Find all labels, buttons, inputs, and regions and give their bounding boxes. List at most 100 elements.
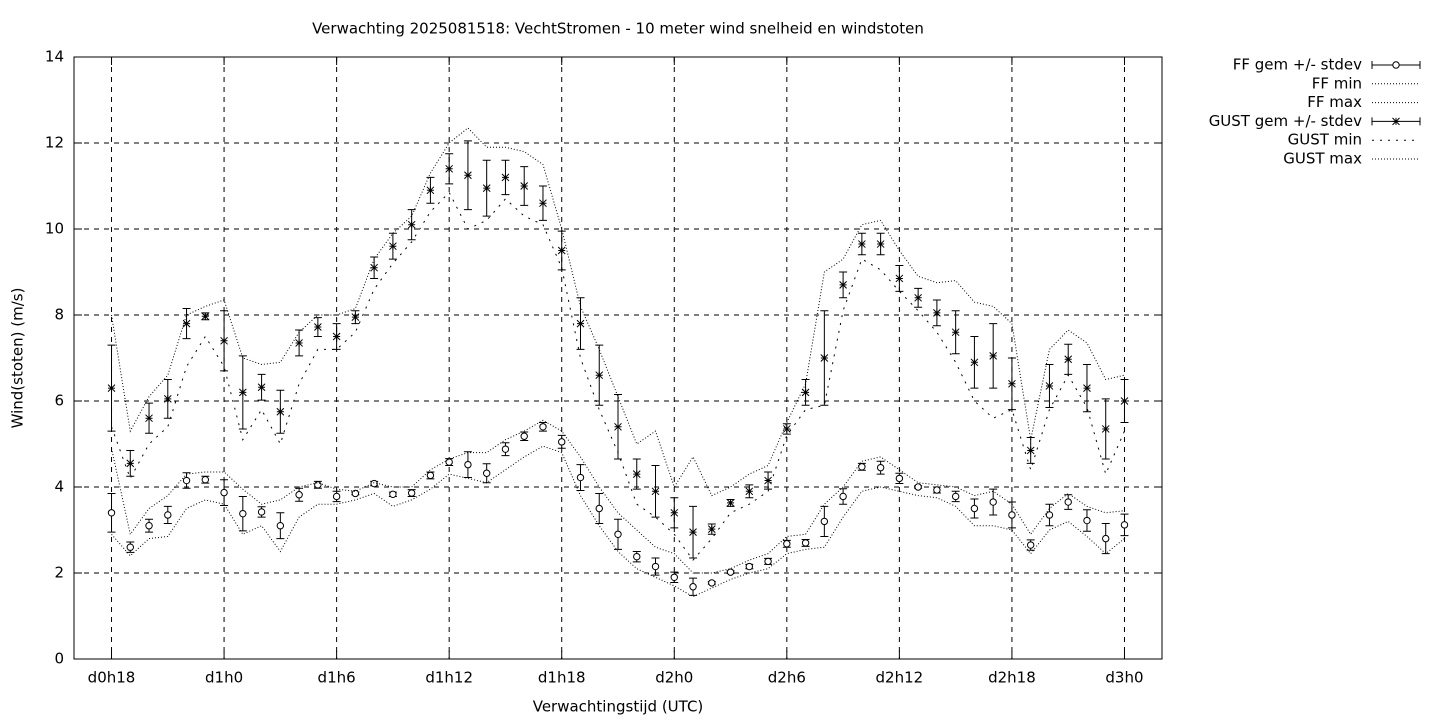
- marker: [201, 312, 210, 321]
- marker: [501, 173, 510, 182]
- marker: [445, 458, 453, 466]
- marker: [182, 476, 191, 485]
- marker: [839, 492, 847, 501]
- marker: [670, 508, 679, 517]
- marker: [464, 460, 472, 469]
- marker: [1064, 498, 1072, 506]
- marker: [820, 517, 829, 526]
- marker: [651, 562, 660, 571]
- marker: [876, 240, 885, 248]
- y-tick-label: 14: [45, 48, 64, 66]
- marker: [1102, 534, 1110, 543]
- marker: [783, 540, 791, 548]
- chart-title: Verwachting 2025081518: VechtStromen - 1…: [312, 20, 924, 38]
- marker: [126, 543, 134, 551]
- marker: [614, 530, 622, 538]
- legend-marker: [1392, 117, 1400, 126]
- marker: [1083, 516, 1091, 525]
- marker: [1101, 425, 1110, 433]
- legend-label: GUST max: [1283, 150, 1362, 168]
- x-tick-label: d2h18: [988, 669, 1036, 687]
- marker: [389, 242, 397, 251]
- marker: [558, 438, 566, 446]
- y-tick-label: 4: [54, 478, 64, 496]
- legend-label: FF gem +/- stdev: [1233, 56, 1362, 74]
- y-tick-label: 0: [54, 650, 64, 668]
- marker: [989, 351, 998, 360]
- marker: [220, 488, 228, 497]
- marker: [595, 504, 603, 513]
- y-tick-label: 6: [54, 392, 64, 410]
- marker: [426, 186, 435, 195]
- marker: [539, 199, 547, 208]
- marker: [539, 423, 547, 431]
- marker: [651, 487, 660, 496]
- marker: [708, 579, 716, 587]
- marker: [1120, 521, 1129, 529]
- marker: [820, 354, 829, 362]
- x-tick-label: d2h12: [876, 669, 924, 687]
- y-tick-label: 10: [45, 220, 64, 238]
- y-tick-label: 12: [45, 134, 64, 152]
- marker: [426, 471, 435, 480]
- marker: [801, 388, 810, 397]
- marker: [576, 473, 585, 482]
- marker: [895, 474, 904, 483]
- marker: [295, 491, 303, 499]
- marker: [1064, 355, 1073, 364]
- x-tick-label: d2h6: [768, 669, 806, 687]
- marker: [970, 358, 979, 367]
- y-tick-label: 2: [54, 564, 64, 582]
- marker: [314, 481, 322, 489]
- marker: [276, 522, 285, 530]
- marker: [632, 470, 641, 478]
- marker: [726, 568, 735, 576]
- marker: [1008, 379, 1016, 388]
- series-line: [111, 445, 1125, 598]
- marker: [782, 425, 791, 433]
- legend-label: GUST gem +/- stdev: [1209, 112, 1362, 130]
- marker: [933, 486, 941, 494]
- marker: [182, 319, 191, 328]
- marker: [745, 487, 754, 496]
- marker: [801, 539, 810, 547]
- marker: [107, 384, 116, 392]
- marker: [764, 557, 772, 566]
- legend-label: FF max: [1307, 93, 1362, 111]
- marker: [764, 476, 772, 485]
- marker: [145, 522, 153, 530]
- marker: [107, 509, 116, 517]
- x-axis-label: Verwachtingstijd (UTC): [533, 698, 704, 716]
- marker: [520, 432, 528, 440]
- marker: [370, 479, 378, 488]
- y-axis-label: Wind(stoten) (m/s): [9, 288, 27, 429]
- marker: [351, 489, 360, 498]
- marker: [332, 492, 341, 501]
- marker: [163, 394, 172, 403]
- y-tick-label: 8: [54, 306, 64, 324]
- legend-label: FF min: [1312, 74, 1362, 92]
- marker: [858, 240, 866, 248]
- marker: [989, 498, 997, 506]
- marker: [332, 332, 341, 341]
- marker: [351, 313, 360, 322]
- marker: [501, 445, 510, 453]
- marker: [970, 504, 979, 513]
- marker: [914, 483, 922, 491]
- marker: [951, 492, 960, 501]
- marker: [633, 552, 641, 561]
- marker: [482, 184, 491, 193]
- legend-marker: [1392, 61, 1400, 69]
- marker: [1026, 541, 1035, 549]
- marker: [858, 463, 866, 471]
- marker: [257, 508, 266, 516]
- marker: [595, 371, 604, 380]
- x-tick-label: d2h0: [655, 669, 693, 687]
- marker: [482, 469, 491, 477]
- marker: [164, 511, 172, 519]
- marker: [239, 509, 247, 518]
- marker: [407, 220, 416, 229]
- marker: [876, 463, 885, 472]
